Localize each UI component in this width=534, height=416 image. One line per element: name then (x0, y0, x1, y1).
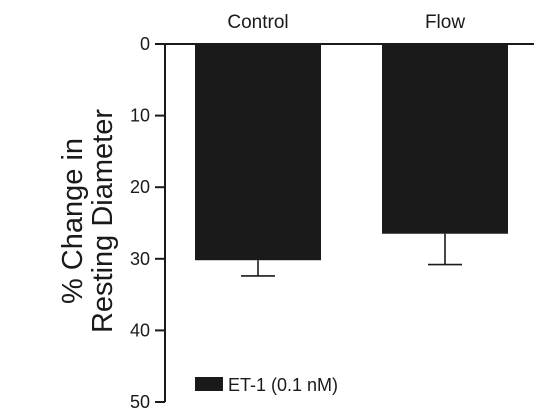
y-tick-label: 20 (130, 177, 150, 197)
category-label-control: Control (227, 12, 288, 33)
y-axis-label-line-1: % Change in (57, 138, 89, 304)
bars (195, 44, 508, 261)
category-labels: Control Flow (227, 12, 465, 33)
y-tick-label: 10 (130, 106, 150, 126)
bar-control (195, 44, 321, 261)
legend: ET-1 (0.1 nM) (195, 375, 338, 395)
y-axis-label-line-2: Resting Diameter (87, 109, 119, 333)
y-tick-label: 0 (140, 34, 150, 54)
y-tick-label: 40 (130, 320, 150, 340)
legend-swatch (195, 377, 223, 391)
y-tick-label: 30 (130, 249, 150, 269)
y-tick-label: 50 (130, 392, 150, 411)
legend-label: ET-1 (0.1 nM) (228, 375, 338, 395)
y-axis-ticks: 0 10 20 30 40 50 (130, 34, 165, 412)
category-label-flow: Flow (425, 12, 465, 33)
error-bars (241, 233, 462, 277)
bar-flow (382, 44, 508, 234)
